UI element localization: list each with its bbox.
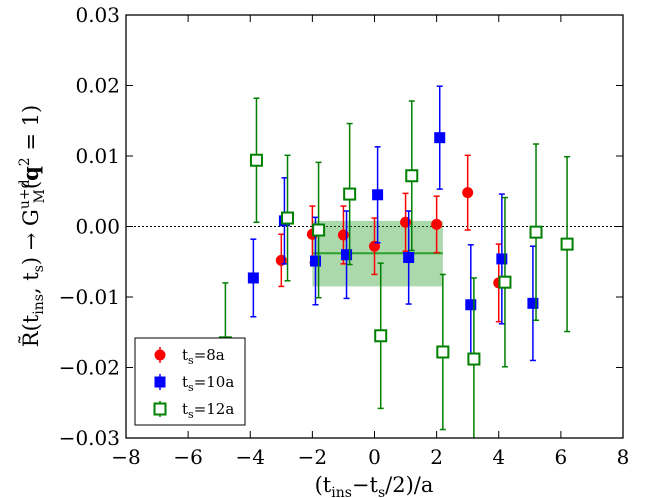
series-2 — [247, 85, 539, 366]
data-layer — [218, 85, 574, 438]
x-tick-label: 0 — [368, 445, 381, 469]
x-tick-label: 2 — [430, 445, 443, 469]
data-point — [341, 249, 353, 261]
data-point — [560, 237, 574, 251]
data-point — [498, 275, 512, 289]
y-tick-label: 0.01 — [75, 144, 120, 168]
legend-entries: ts=8a ts=10a ts=12a — [153, 346, 234, 421]
data-point — [467, 352, 481, 366]
legend-entry: ts=10a — [154, 373, 234, 394]
data-point — [249, 153, 263, 167]
legend-entry: ts=8a — [154, 346, 225, 367]
data-point — [369, 240, 380, 252]
x-tick-label: 4 — [492, 445, 505, 469]
data-point — [462, 187, 474, 199]
legend-marker — [154, 349, 166, 361]
data-point — [527, 297, 539, 309]
x-tick-label: −2 — [298, 445, 327, 469]
y-tick-label: −0.02 — [59, 356, 120, 380]
data-point — [405, 169, 419, 183]
legend-entry: ts=12a — [153, 400, 234, 421]
y-tick-label: 0.03 — [75, 3, 120, 27]
data-point — [403, 252, 415, 264]
x-tick-label: −4 — [236, 445, 265, 469]
x-tick-label: −8 — [111, 445, 140, 469]
x-tick-label: 8 — [617, 445, 630, 469]
data-point — [431, 218, 443, 230]
data-point — [465, 299, 477, 311]
data-point — [434, 132, 446, 144]
y-tick-label: 0.02 — [75, 74, 120, 98]
y-tick-label: 0.00 — [75, 215, 120, 239]
x-tick-label: −6 — [173, 445, 202, 469]
data-point — [309, 255, 321, 267]
legend-marker — [154, 376, 166, 388]
legend-label: ts=12a — [182, 400, 234, 421]
data-point — [372, 189, 384, 201]
data-point — [436, 345, 450, 359]
data-point — [281, 211, 295, 225]
legend-label: ts=8a — [182, 346, 225, 367]
y-axis-title: R̃(tins, ts) → Gu+dM(q2 = 1) — [17, 105, 48, 347]
data-point — [247, 272, 259, 284]
data-point — [496, 253, 508, 265]
y-tick-label: −0.03 — [59, 426, 120, 450]
legend-label: ts=10a — [182, 373, 234, 394]
legend-marker — [153, 402, 167, 416]
legend-box — [134, 337, 246, 426]
data-point — [343, 187, 357, 201]
ticks-layer: −8 −6 −4 −2 0 2 4 6 8 0.03 0.02 0.01 0.00 −0.01 −0.02 −… — [59, 3, 630, 469]
legend: ts=8a ts=10a ts=12a — [134, 337, 246, 426]
y-tick-label: −0.01 — [59, 285, 120, 309]
data-point — [374, 329, 388, 343]
x-tick-label: 6 — [555, 445, 568, 469]
series-3 — [218, 97, 574, 438]
x-axis-title: (tins−ts/2)/a — [315, 473, 434, 498]
data-point — [312, 223, 326, 237]
data-point — [529, 225, 543, 239]
